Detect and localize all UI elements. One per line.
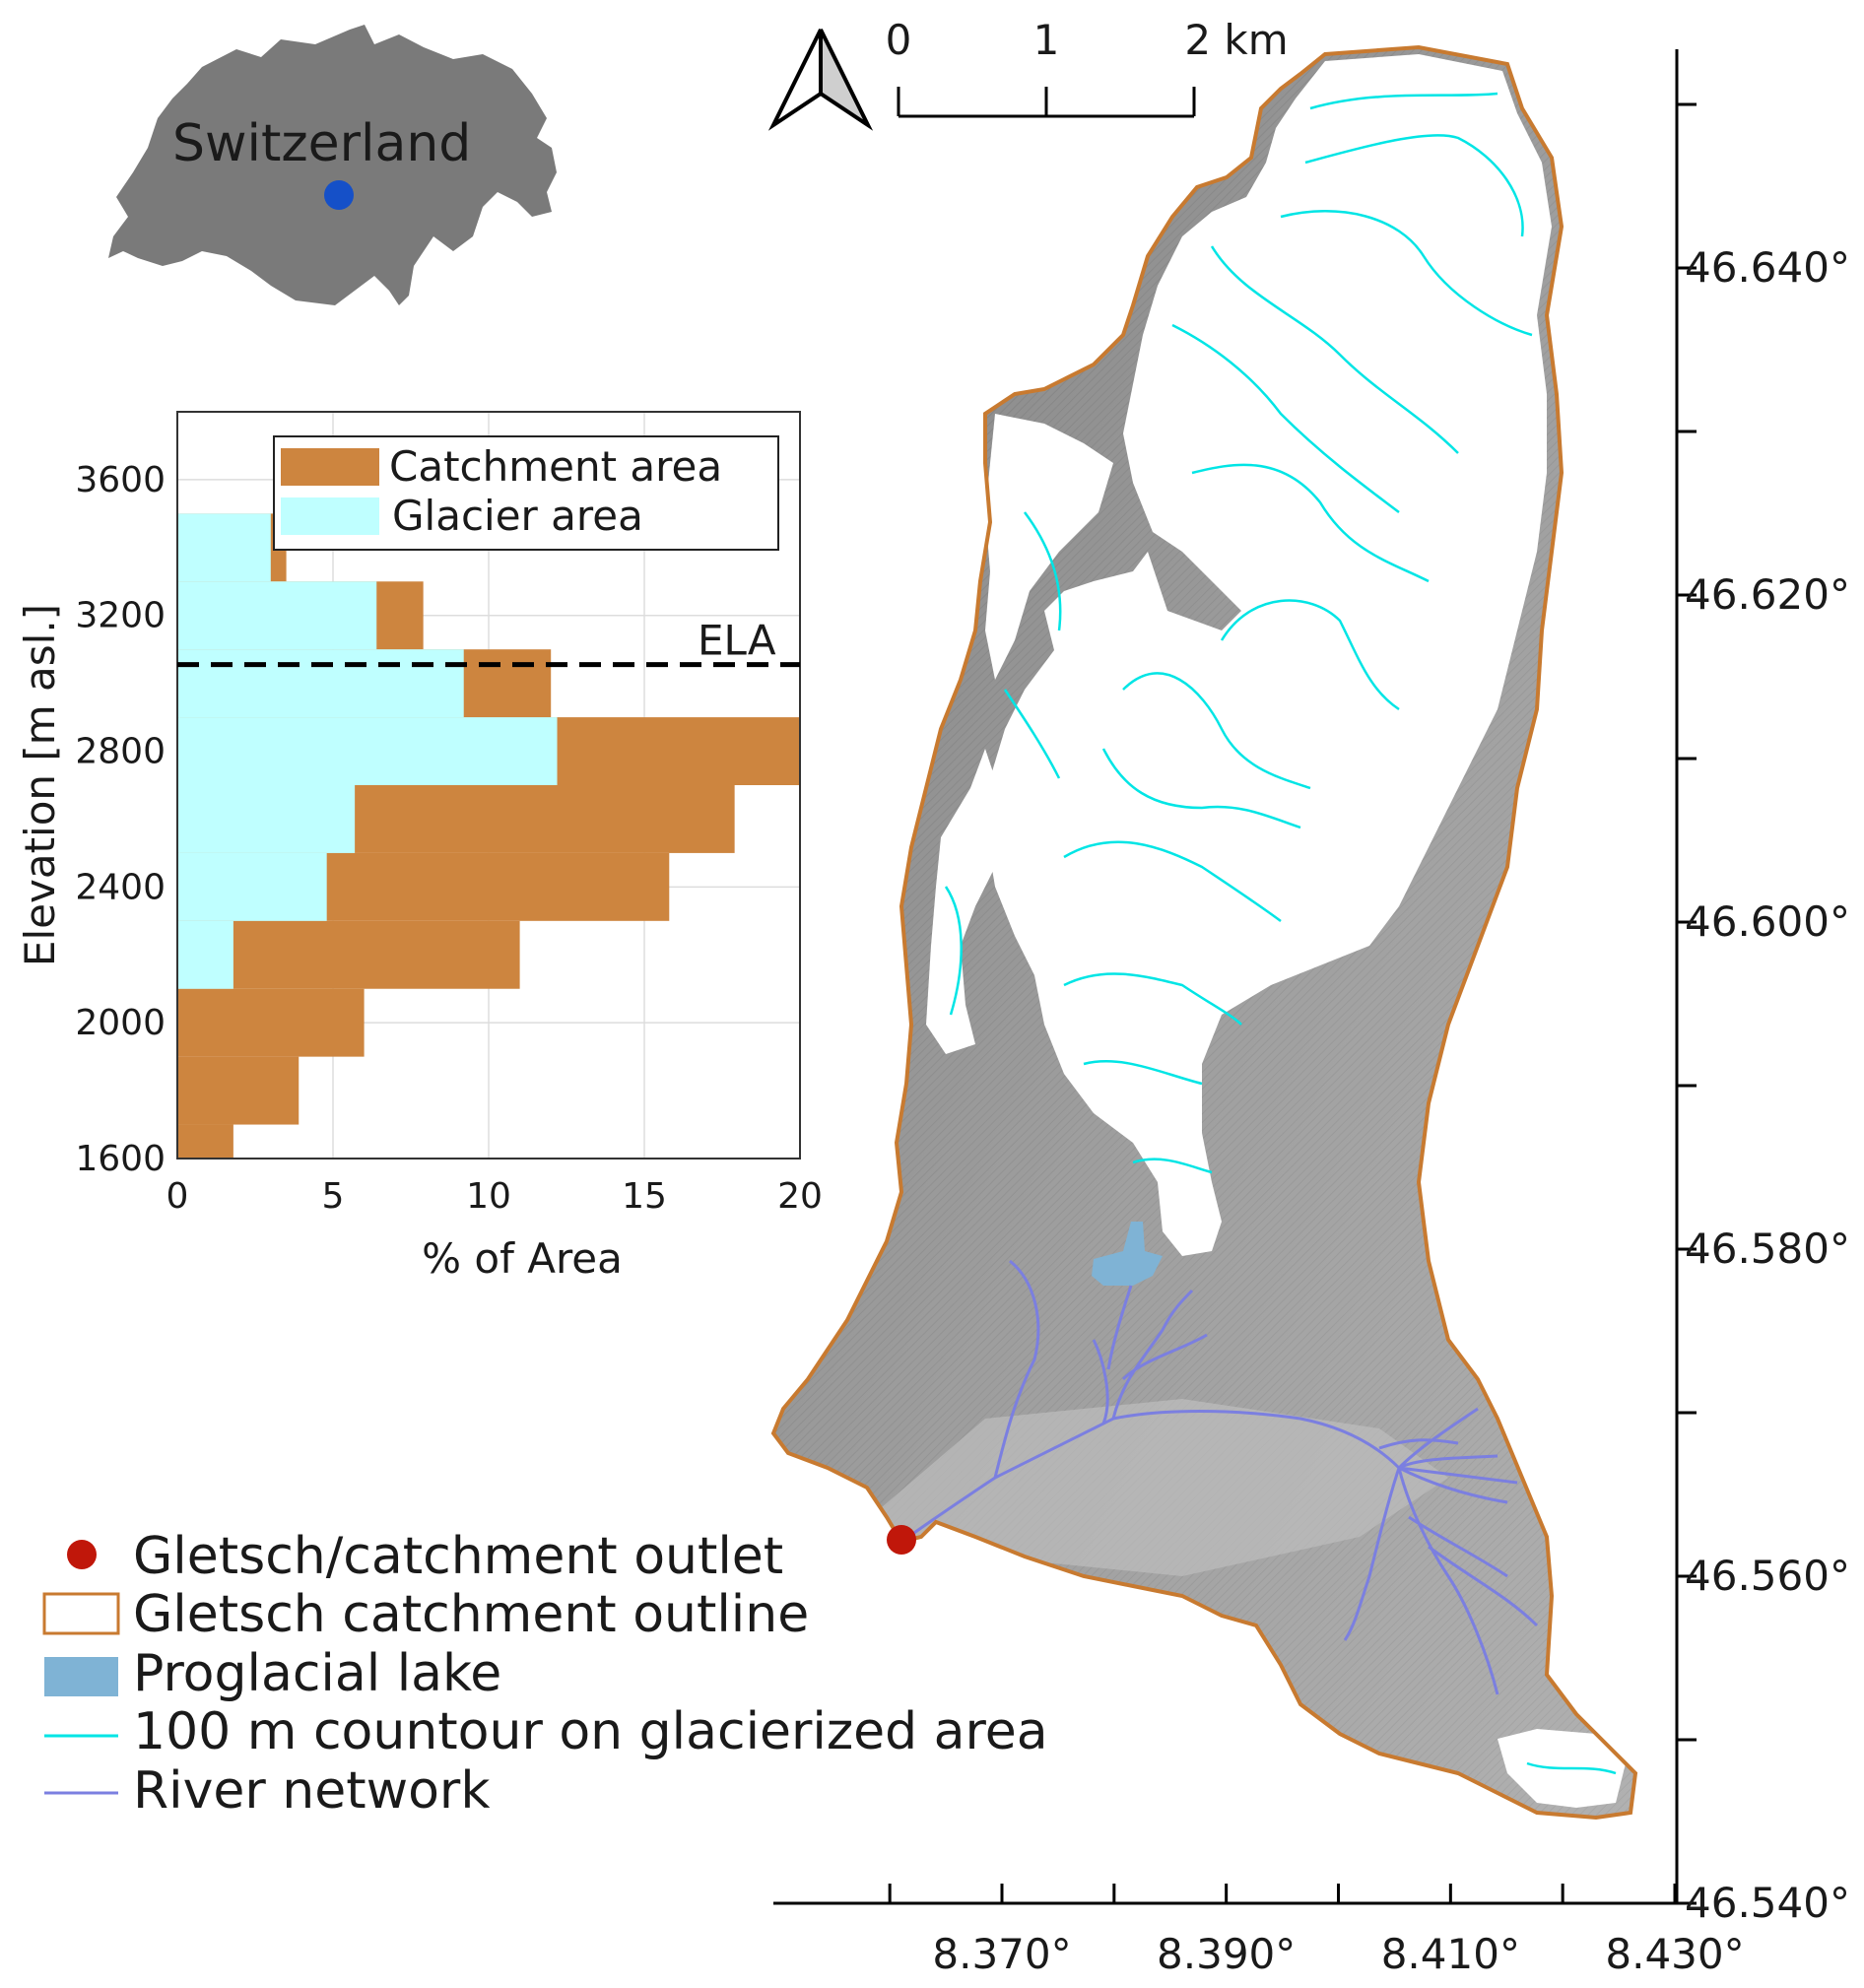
bar-catchment-3 <box>177 920 520 989</box>
chart-legend: Catchment area Glacier area <box>273 435 779 551</box>
x-tick-3: 15 <box>622 1176 667 1217</box>
legend-lake-symbol <box>44 1657 118 1696</box>
longitude-ticks: 8.370° 8.390° 8.410° 8.430° <box>888 1884 1745 1978</box>
lon-tick-label-3: 8.430° <box>1605 1930 1744 1978</box>
proglacial-lake <box>1092 1222 1163 1286</box>
y-tick-4: 3200 <box>75 596 166 636</box>
catchment-map <box>771 45 1637 1820</box>
glacier-upper <box>985 54 1552 1256</box>
y-tick-0: 1600 <box>75 1139 166 1179</box>
bar-glacier-6 <box>177 717 558 785</box>
hypsometry-chart: ELA 1600 2000 2400 2800 3200 3600 0 5 10 15 20 El… <box>16 411 823 1283</box>
legend-swatch-glacier <box>281 497 379 535</box>
glacier-west <box>985 414 1113 680</box>
chart-bars <box>177 513 800 1159</box>
bar-glacier-4 <box>177 852 327 921</box>
map-axes: 46.540° 46.560° 46.580° 46.600° 46.620° 46.64… <box>773 49 1850 1978</box>
y-tick-3: 2800 <box>75 732 166 772</box>
switzerland-inset: Switzerland <box>108 25 557 305</box>
contour-lines <box>944 92 1617 1775</box>
location-marker <box>324 180 354 210</box>
bar-catchment-0 <box>177 1124 233 1159</box>
scale-tick-1: 1 <box>1033 16 1060 64</box>
latitude-ticks: 46.540° 46.560° 46.580° 46.600° 46.620° 46.64… <box>1677 102 1850 1927</box>
scale-tick-0: 0 <box>886 16 912 64</box>
y-tick-2: 2400 <box>75 867 166 907</box>
x-tick-4: 20 <box>777 1176 823 1217</box>
bar-catchment-1 <box>177 1056 300 1125</box>
legend-label-outline: Gletsch catchment outline <box>133 1585 809 1644</box>
lon-tick-label-1: 8.390° <box>1157 1930 1296 1978</box>
bar-glacier-3 <box>177 920 233 989</box>
legend-label-outlet: Gletsch/catchment outlet <box>133 1527 783 1586</box>
legend-swatch-catchment <box>281 448 379 486</box>
x-tick-1: 5 <box>322 1176 345 1217</box>
bar-glacier-7 <box>177 649 464 718</box>
bar-glacier-9 <box>177 513 271 582</box>
x-axis-label: % of Area <box>422 1234 623 1283</box>
legend-outlet-symbol <box>67 1540 97 1569</box>
lat-tick-label-2: 46.580° <box>1685 1225 1850 1273</box>
lat-tick-label-4: 46.620° <box>1685 570 1850 619</box>
bar-glacier-5 <box>177 785 356 853</box>
river-network <box>903 1259 1539 1695</box>
catchment-outlet <box>887 1525 916 1555</box>
lat-tick-label-0: 46.540° <box>1685 1879 1850 1927</box>
legend-outline-symbol <box>42 1592 120 1635</box>
map-legend: Gletsch/catchment outlet Gletsch catchme… <box>42 1527 1048 1821</box>
scale-bar: 0 1 2 km <box>886 16 1289 118</box>
switzerland-shape <box>108 25 557 305</box>
lon-tick-label-0: 8.370° <box>932 1930 1071 1978</box>
lat-tick-label-1: 46.560° <box>1685 1552 1850 1600</box>
legend-label-contour: 100 m countour on glacierized area <box>133 1702 1048 1761</box>
scale-tick-2: 2 km <box>1184 16 1288 64</box>
y-tick-5: 3600 <box>75 460 166 500</box>
ela-label: ELA <box>698 617 776 665</box>
lon-tick-label-2: 8.410° <box>1381 1930 1520 1978</box>
y-axis-label: Elevation [m asl.] <box>16 604 64 966</box>
legend-label-lake: Proglacial lake <box>133 1644 501 1703</box>
x-tick-0: 0 <box>166 1176 189 1217</box>
lat-tick-label-5: 46.640° <box>1685 243 1850 292</box>
bar-catchment-2 <box>177 988 365 1057</box>
chart-frame <box>176 411 801 1160</box>
x-tick-labels: 0 5 10 15 20 <box>166 1176 823 1217</box>
north-arrow-icon <box>767 29 874 131</box>
lat-tick-label-3: 46.600° <box>1685 897 1850 946</box>
legend-label-river: River network <box>133 1761 490 1821</box>
legend-label-glacier: Glacier area <box>392 492 643 540</box>
switzerland-label: Switzerland <box>172 114 471 173</box>
legend-label-catchment: Catchment area <box>389 442 722 491</box>
glacier-west-lower <box>926 749 1005 1054</box>
y-tick-labels: 1600 2000 2400 2800 3200 3600 <box>75 460 166 1179</box>
bar-glacier-8 <box>177 581 377 650</box>
x-tick-2: 10 <box>466 1176 511 1217</box>
y-tick-1: 2000 <box>75 1003 166 1043</box>
